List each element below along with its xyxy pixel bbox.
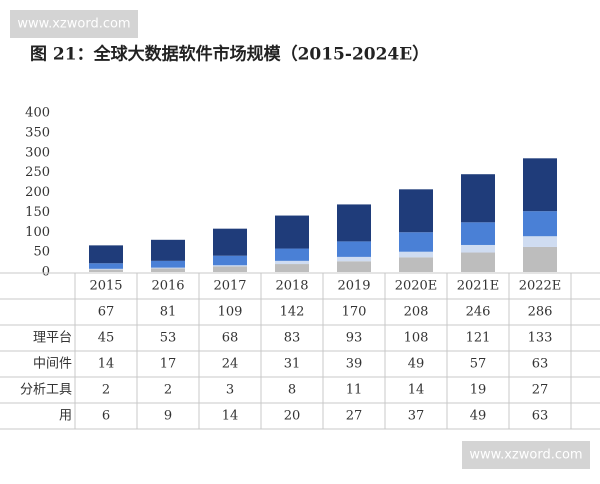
table-cell: 6: [102, 409, 110, 424]
y-tick-label: 350: [25, 125, 50, 140]
y-tick-label: 150: [25, 205, 50, 220]
bar-segment: [89, 263, 123, 269]
x-tick-label: 2018: [275, 279, 308, 294]
y-tick-label: 200: [25, 185, 50, 200]
row-label: 分析工具: [20, 383, 72, 398]
table-cell: 45: [98, 331, 115, 346]
table-cell: 83: [284, 331, 301, 346]
table-cell: 68: [222, 331, 239, 346]
bar-segment: [461, 252, 495, 272]
bar-segment: [523, 246, 557, 272]
table-cell: 11: [346, 383, 363, 398]
table-cell: 20: [284, 409, 301, 424]
table-cell: 93: [346, 331, 363, 346]
table-cell: 109: [218, 305, 243, 320]
bar-segment: [523, 211, 557, 237]
table-cell: 142: [280, 305, 305, 320]
bar-segment: [399, 251, 433, 258]
table-cell: 27: [346, 409, 363, 424]
bar-segment: [151, 239, 185, 261]
y-tick-label: 50: [33, 245, 50, 260]
bar-segment: [461, 222, 495, 245]
bar-segment: [213, 255, 247, 266]
table-cell: 133: [528, 331, 553, 346]
bar-segment: [399, 257, 433, 272]
table-cell: 49: [470, 409, 487, 424]
x-tick-label: 2017: [213, 279, 246, 294]
bar-segment: [275, 215, 309, 249]
bar-segment: [337, 204, 371, 242]
table-cell: 2: [164, 383, 172, 398]
bar-segment: [213, 265, 247, 267]
table-cell: 19: [470, 383, 487, 398]
table-cell: 14: [222, 409, 239, 424]
table-cell: 63: [532, 409, 549, 424]
bar-segment: [89, 269, 123, 272]
y-tick-label: 0: [42, 265, 50, 280]
y-tick-label: 100: [25, 225, 50, 240]
bar-segment: [337, 256, 371, 262]
table-cell: 3: [226, 383, 234, 398]
chart-title: 图 21：全球大数据软件市场规模（2015-2024E）: [30, 44, 429, 65]
bar-segment: [275, 248, 309, 261]
table-cell: 108: [404, 331, 429, 346]
x-tick-label: 2015: [89, 279, 122, 294]
table-cell: 67: [98, 305, 115, 320]
y-tick-label: 250: [25, 165, 50, 180]
table-cell: 8: [288, 383, 296, 398]
table-cell: 31: [284, 357, 301, 372]
table-cell: 286: [528, 305, 553, 320]
table-cell: 14: [98, 357, 115, 372]
x-tick-label: 2022E: [519, 279, 562, 294]
bar-segment: [275, 260, 309, 265]
table-cell: 24: [222, 357, 239, 372]
table-cell: 63: [532, 357, 549, 372]
watermark-box: [462, 441, 590, 469]
bar-segment: [151, 267, 185, 269]
table-cell: 246: [466, 305, 491, 320]
table-cell: 81: [160, 305, 177, 320]
x-tick-label: 2020E: [395, 279, 438, 294]
bar-segment: [337, 241, 371, 257]
table-cell: 121: [466, 331, 491, 346]
table-cell: 17: [160, 357, 177, 372]
y-tick-label: 300: [25, 145, 50, 160]
watermark: www.xzword.com: [17, 17, 130, 32]
bar-segment: [461, 244, 495, 253]
bar-segment: [89, 268, 123, 270]
watermark-box: [10, 10, 138, 38]
table-cell: 27: [532, 383, 549, 398]
bar-segment: [213, 266, 247, 272]
x-tick-label: 2016: [151, 279, 184, 294]
table-cell: 9: [164, 409, 172, 424]
table-cell: 170: [342, 305, 367, 320]
table-cell: 39: [346, 357, 363, 372]
table-cell: 57: [470, 357, 487, 372]
bar-segment: [337, 261, 371, 272]
bar-segment: [399, 232, 433, 252]
bar-segment: [399, 189, 433, 233]
row-label: 用: [59, 409, 72, 424]
bar-segment: [213, 228, 247, 256]
table-cell: 208: [404, 305, 429, 320]
bar-segment: [151, 268, 185, 272]
table-cell: 2: [102, 383, 110, 398]
bar-segment: [461, 174, 495, 223]
row-label: 理平台: [33, 331, 72, 346]
bar-segment: [151, 260, 185, 268]
bar-segment: [523, 236, 557, 247]
table-cell: 37: [408, 409, 425, 424]
x-tick-label: 2021E: [457, 279, 500, 294]
table-cell: 14: [408, 383, 425, 398]
y-tick-label: 400: [25, 106, 50, 121]
watermark: www.xzword.com: [469, 448, 582, 463]
table-cell: 49: [408, 357, 425, 372]
bar-segment: [89, 245, 123, 264]
bar-segment: [523, 158, 557, 212]
x-tick-label: 2019: [337, 279, 370, 294]
table-cell: 53: [160, 331, 177, 346]
bar-segment: [275, 264, 309, 272]
row-label: 中间件: [33, 357, 72, 372]
